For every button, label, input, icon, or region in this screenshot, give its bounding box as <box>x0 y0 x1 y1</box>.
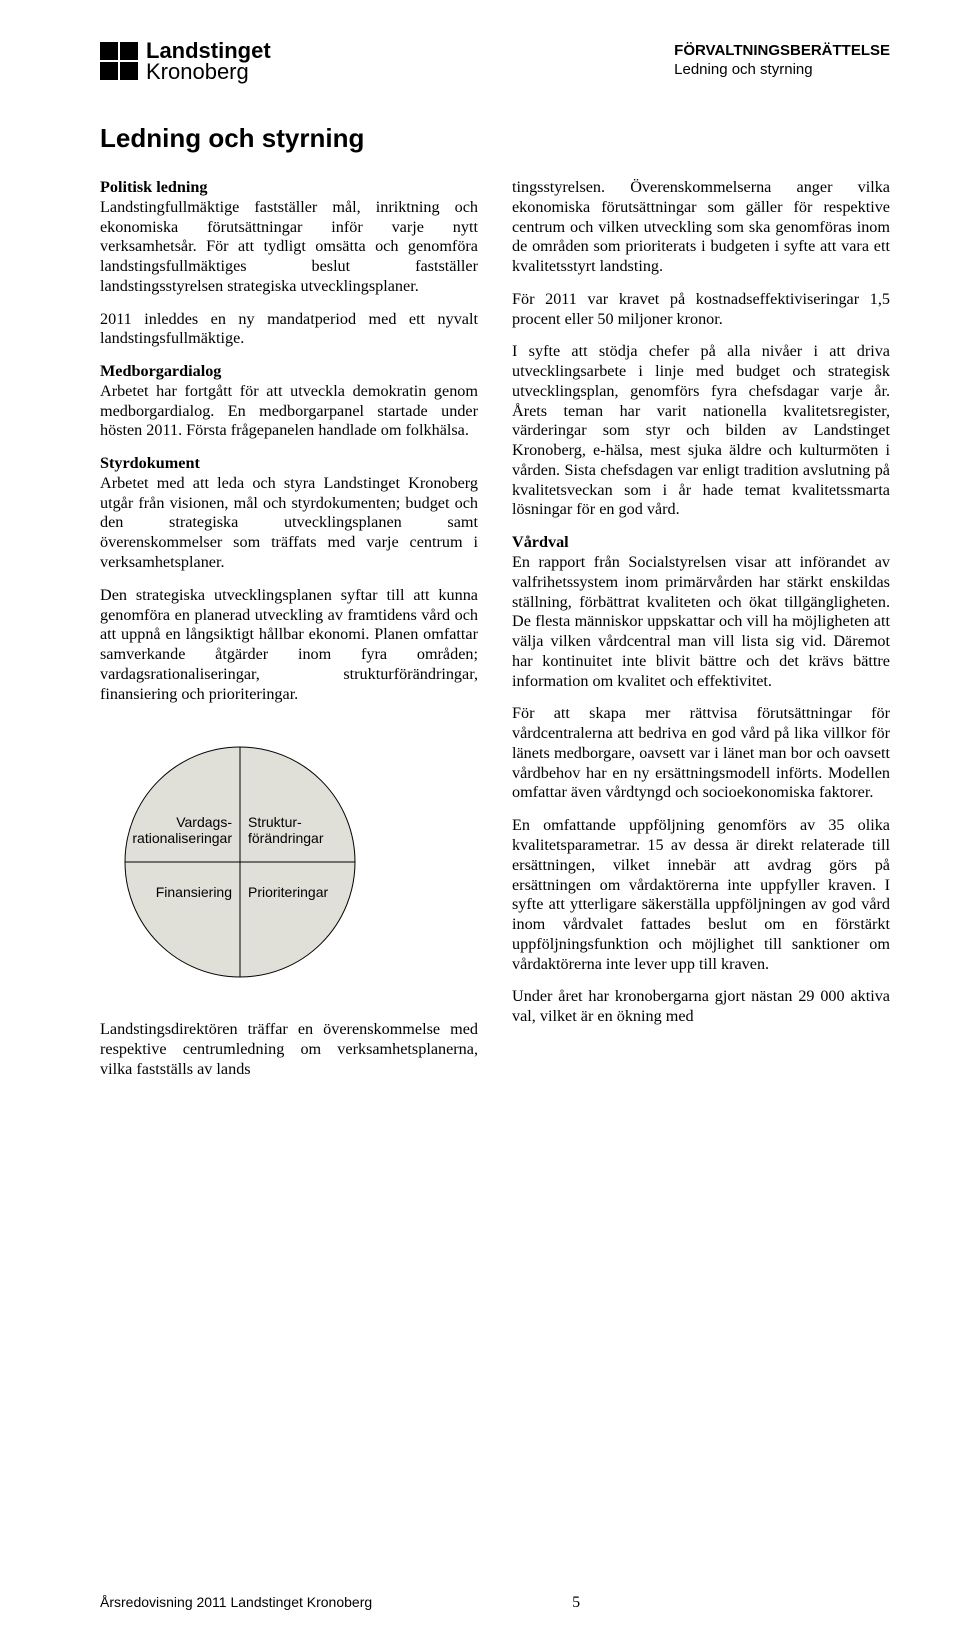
paragraph: För 2011 var kravet på kostnadseffektivi… <box>512 290 890 330</box>
paragraph: I syfte att stödja chefer på alla nivåer… <box>512 342 890 520</box>
paragraph: En omfattande uppföljning genomförs av 3… <box>512 816 890 974</box>
paragraph: Den strategiska utvecklingsplanen syftar… <box>100 586 478 705</box>
page-footer: Årsredovisning 2011 Landstinget Kronober… <box>100 1594 890 1612</box>
header-right: FÖRVALTNINGSBERÄTTELSE Ledning och styrn… <box>674 42 890 80</box>
right-column: tingsstyrelsen. Överenskommelserna anger… <box>512 178 890 1093</box>
paragraph-text: Arbetet med att leda och styra Landsting… <box>100 474 478 571</box>
paragraph: Landstingsdirektören träffar en överensk… <box>100 1020 478 1079</box>
run-in-heading: Styrdokument <box>100 454 200 472</box>
svg-text:förändringar: förändringar <box>248 830 324 846</box>
svg-text:Prioriteringar: Prioriteringar <box>248 884 328 900</box>
two-column-body: Politisk ledning Landstingfullmäktige fa… <box>100 178 890 1093</box>
logo-text: Landstinget Kronoberg <box>146 40 271 83</box>
paragraph-text: Landstingfullmäktige fastställer mål, in… <box>100 198 478 295</box>
svg-text:Struktur-: Struktur- <box>248 814 302 830</box>
logo-block: Landstinget Kronoberg <box>100 40 271 83</box>
pie-svg: Vardags-rationaliseringar Struktur-föränd… <box>100 722 380 1002</box>
header-section-title: FÖRVALTNINGSBERÄTTELSE <box>674 42 890 61</box>
paragraph: Under året har kronobergarna gjort nästa… <box>512 987 890 1027</box>
page-header: Landstinget Kronoberg FÖRVALTNINGSBERÄTT… <box>100 40 890 83</box>
left-column: Politisk ledning Landstingfullmäktige fa… <box>100 178 478 1093</box>
document-page: Landstinget Kronoberg FÖRVALTNINGSBERÄTT… <box>0 0 960 1636</box>
main-heading: Ledning och styrning <box>100 123 890 154</box>
paragraph: 2011 inleddes en ny mandatperiod med ett… <box>100 310 478 350</box>
paragraph: Medborgardialog Arbetet har fortgått för… <box>100 362 478 441</box>
paragraph: Politisk ledning Landstingfullmäktige fa… <box>100 178 478 297</box>
paragraph: tingsstyrelsen. Överenskommelserna anger… <box>512 178 890 277</box>
logo-line2: Kronoberg <box>146 61 271 83</box>
run-in-heading: Medborgardialog <box>100 362 221 380</box>
header-subsection-title: Ledning och styrning <box>674 61 890 80</box>
paragraph: För att skapa mer rättvisa förutsättning… <box>512 704 890 803</box>
svg-text:Vardags-: Vardags- <box>176 814 232 830</box>
run-in-heading: Vårdval <box>512 533 569 551</box>
paragraph-text: En rapport från Socialstyrelsen visar at… <box>512 553 890 690</box>
four-quadrant-pie-diagram: Vardags-rationaliseringar Struktur-föränd… <box>100 722 478 1002</box>
page-number: 5 <box>572 1594 580 1612</box>
run-in-heading: Politisk ledning <box>100 178 208 196</box>
logo-squares-icon <box>100 42 138 80</box>
paragraph-text: Arbetet har fortgått för att utveckla de… <box>100 382 478 440</box>
paragraph: Styrdokument Arbetet med att leda och st… <box>100 454 478 573</box>
svg-text:Finansiering: Finansiering <box>156 884 232 900</box>
svg-text:rationaliseringar: rationaliseringar <box>132 830 232 846</box>
paragraph: Vårdval En rapport från Socialstyrelsen … <box>512 533 890 691</box>
footer-text: Årsredovisning 2011 Landstinget Kronober… <box>100 1594 372 1610</box>
